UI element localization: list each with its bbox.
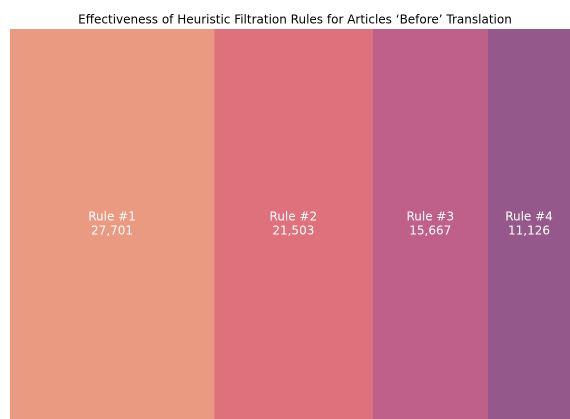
tile-label: Rule #3 [406, 210, 454, 224]
tile-value: 15,667 [409, 224, 451, 238]
tile [10, 29, 215, 419]
chart-title: Effectiveness of Heuristic Filtration Ru… [78, 13, 512, 27]
tile-value: 11,126 [508, 224, 550, 238]
tile [488, 29, 570, 419]
tile [372, 29, 489, 419]
tile-label: Rule #2 [270, 210, 318, 224]
tile-label: Rule #4 [505, 210, 553, 224]
tile [214, 29, 373, 419]
tile-value: 27,701 [91, 224, 133, 238]
tile-value: 21,503 [272, 224, 314, 238]
tile-label: Rule #1 [88, 210, 136, 224]
